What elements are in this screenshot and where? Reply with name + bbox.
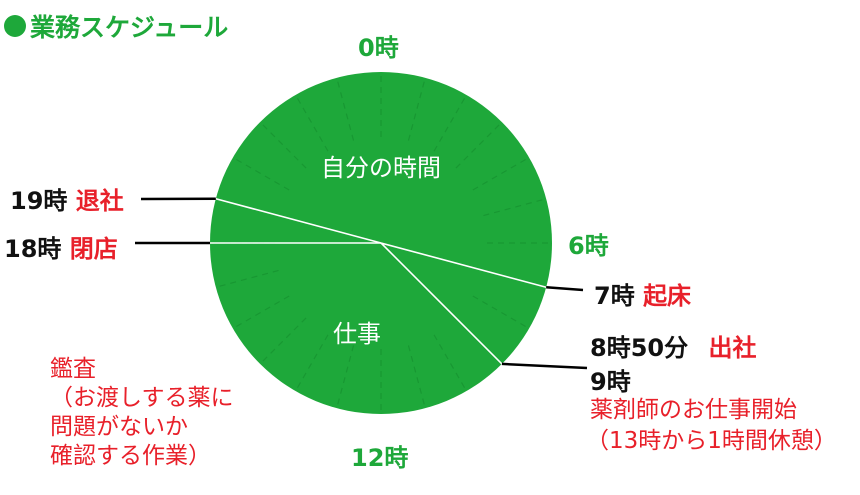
audit-note-line4: 確認する作業） [50,443,211,469]
boundary-line-7 [380,242,547,289]
event-close: 18時 閉店 [4,229,118,264]
event-close-time: 18時 [4,235,62,263]
event-start-note: （13時から1時間休憩） [586,428,837,454]
event-arrive: 8時50分 出社 [590,328,756,363]
event-wake-time: 7時 [594,282,635,310]
event-arrive-text: 出社 [708,334,757,362]
boundary-line-19 [215,197,382,244]
hour-label-6: 6時 [568,232,609,260]
audit-note: 鑑査 （お渡しする薬に 問題がないか 確認する作業） [50,355,234,471]
event-close-text: 閉店 [69,235,118,263]
leader-start [501,362,588,370]
event-wake: 7時 起床 [594,276,691,311]
hour-label-0: 0時 [358,34,399,62]
bullet-dot-icon [4,15,26,37]
audit-note-line1: 鑑査 [50,356,96,382]
event-arrive-time: 8時50分 [590,334,689,362]
segment-label-private: 自分の時間 [321,154,441,182]
event-start-time: 9時 [590,368,631,396]
leader-wake [546,286,584,292]
audit-note-line3: 問題がないか [50,414,188,440]
event-leave-text: 退社 [75,187,124,215]
boundary-line-9 [380,242,503,365]
event-leave: 19時 退社 [10,181,124,216]
hour-label-12: 12時 [351,444,409,472]
audit-note-line2: （お渡しする薬に [50,385,234,411]
title-text: 業務スケジュール [30,13,229,42]
event-wake-text: 起床 [643,282,692,310]
figure-title: 業務スケジュール [4,8,228,44]
event-leave-time: 19時 [10,187,68,215]
event-start-text: 薬剤師のお仕事開始 [590,397,797,423]
segment-label-work: 仕事 [333,320,381,348]
